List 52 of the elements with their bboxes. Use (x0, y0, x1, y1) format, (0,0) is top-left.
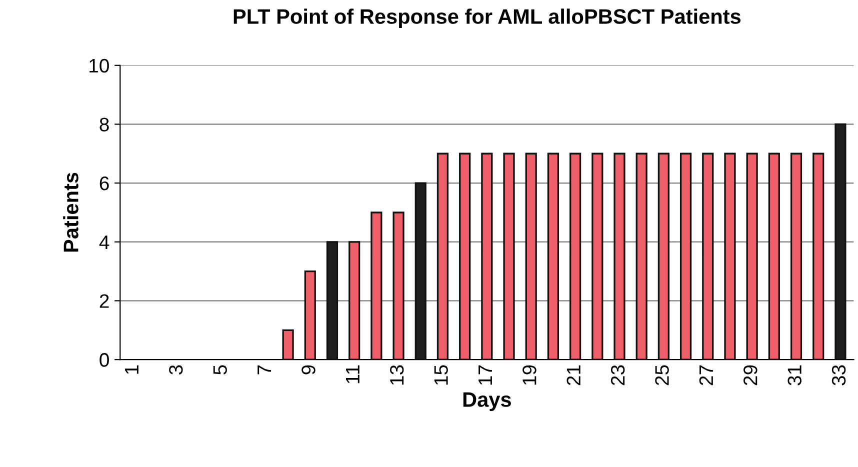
bar (481, 152, 493, 360)
x-tick-label: 33 (832, 365, 846, 386)
bar (680, 152, 692, 360)
x-tick-label: 13 (390, 365, 404, 385)
bar (304, 270, 316, 360)
x-tick-label: 15 (434, 365, 448, 385)
bar (503, 152, 515, 360)
bar (592, 152, 604, 360)
x-tick-label: 17 (478, 365, 492, 385)
bar (746, 152, 758, 360)
bar (392, 212, 404, 360)
y-tick-label: 10 (90, 58, 109, 73)
y-tick-label: 2 (100, 294, 109, 308)
chart-title: PLT Point of Response for AML alloPBSCT Patients (234, 8, 741, 28)
bar (370, 212, 382, 360)
bar (459, 152, 471, 360)
x-axis-title: Days (463, 392, 511, 412)
x-tick-label: 11 (346, 365, 360, 384)
bar (636, 152, 648, 360)
bar (790, 152, 802, 360)
bar (614, 152, 626, 360)
y-tick-label: 4 (99, 236, 110, 249)
bar (702, 152, 714, 360)
bar (525, 152, 537, 360)
x-tick-label: 29 (744, 365, 758, 386)
y-tick-label: 8 (100, 118, 109, 132)
bar (658, 152, 670, 360)
x-tick-label: 1 (125, 365, 138, 374)
x-tick-label: 25 (655, 365, 669, 386)
bar (282, 329, 294, 360)
bar (724, 152, 736, 360)
x-tick-label: 9 (302, 365, 316, 374)
bar (834, 123, 846, 360)
x-tick-label: 27 (699, 365, 713, 386)
x-tick-label: 3 (169, 365, 183, 375)
y-axis-title: Patients (63, 172, 78, 252)
x-tick-label: 5 (213, 365, 227, 374)
x-tick-label: 21 (566, 365, 580, 386)
x-tick-label: 19 (522, 365, 536, 385)
bar (547, 152, 560, 360)
bar (326, 241, 338, 360)
bar (436, 152, 449, 360)
y-tick-label: 6 (100, 176, 109, 190)
y-tick-label: 0 (100, 353, 109, 367)
bar (414, 182, 426, 360)
x-tick-label: 7 (258, 365, 271, 374)
bar (768, 152, 780, 360)
bar (569, 152, 582, 360)
x-tick-label: 31 (788, 365, 802, 386)
bar (812, 152, 824, 360)
bar (348, 241, 360, 360)
x-tick-label: 23 (610, 365, 625, 386)
